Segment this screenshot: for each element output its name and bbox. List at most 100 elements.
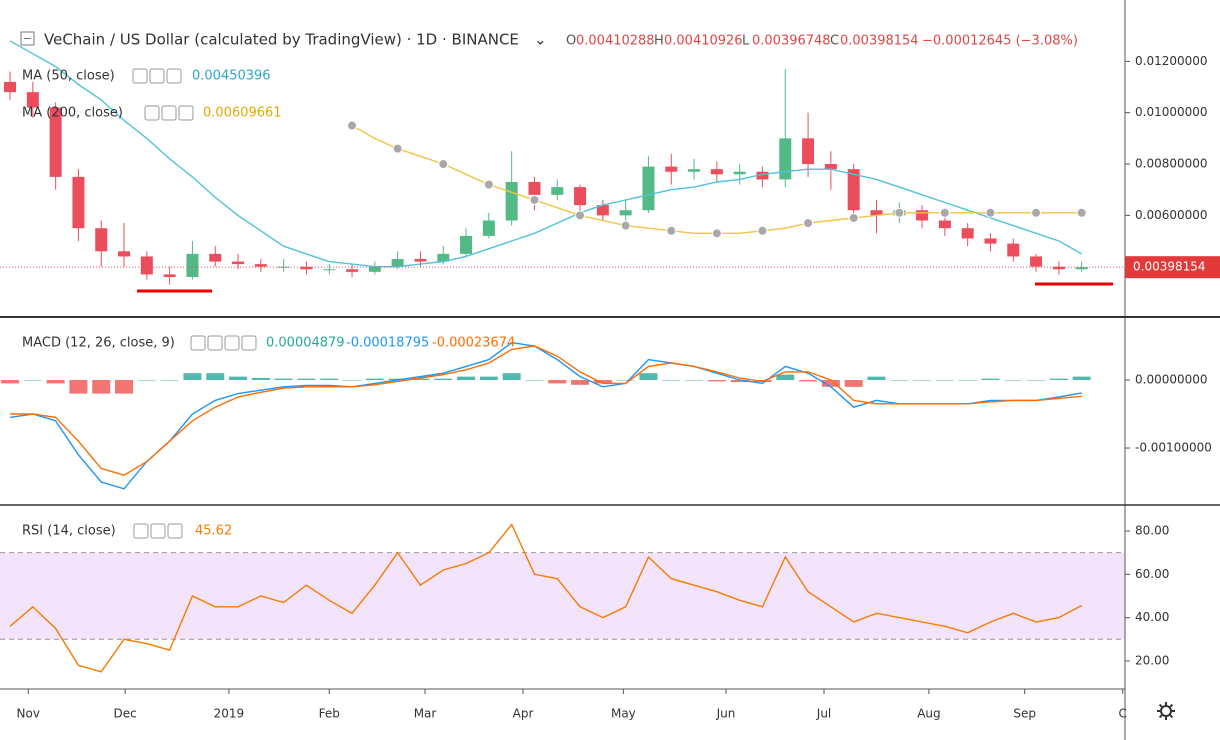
legend-button[interactable] xyxy=(150,523,166,539)
ma-dot xyxy=(894,207,905,218)
histogram-bar xyxy=(844,380,863,387)
histogram-bar xyxy=(411,378,430,381)
histogram-bar xyxy=(799,380,818,382)
ohlc-value: 0.00398154 xyxy=(840,34,919,49)
histogram-bar xyxy=(274,378,293,381)
histogram-bar xyxy=(23,380,42,381)
x-tick-label: Jun xyxy=(716,707,736,721)
x-tick-label: Nov xyxy=(17,707,40,721)
histogram-bar xyxy=(320,378,339,381)
legend-button[interactable] xyxy=(207,335,223,351)
legend-button[interactable] xyxy=(241,335,257,351)
candle-body xyxy=(1075,267,1088,270)
rsi-line xyxy=(9,523,1083,673)
y-tick-label: 60.00 xyxy=(1135,567,1169,581)
y-tick-label: 20.00 xyxy=(1135,653,1169,667)
histogram-bar xyxy=(92,380,111,394)
histogram-bar xyxy=(1049,378,1068,381)
candle-body xyxy=(414,259,427,262)
histogram-bar xyxy=(69,380,88,394)
y-tick-label: 0.01200000 xyxy=(1135,54,1208,68)
candle-body xyxy=(460,235,473,254)
axis-layer: Nov Dec 2019 Feb Mar Apr May Jun Jul Aug Sep C 0.006… xyxy=(17,54,1220,721)
candle-body xyxy=(505,182,518,221)
candle-body xyxy=(596,205,609,216)
candle-body xyxy=(984,238,997,244)
indicator-name[interactable]: RSI (14, close) xyxy=(22,524,116,539)
price-change: −0.00012645 (−3.08%) xyxy=(922,34,1078,49)
x-tick-label: Sep xyxy=(1013,707,1036,721)
legend-button[interactable] xyxy=(190,335,206,351)
candle-body xyxy=(323,269,336,271)
histogram-bar xyxy=(502,373,521,381)
moving-average xyxy=(9,40,1083,268)
histogram-bar xyxy=(1004,380,1023,381)
candle-body xyxy=(665,166,678,172)
y-tick-label: 0.01000000 xyxy=(1135,105,1208,119)
candle-body xyxy=(26,92,39,108)
candle-body xyxy=(186,253,199,277)
legend-button[interactable] xyxy=(161,105,177,121)
histogram-bar xyxy=(707,380,726,382)
indicator-name[interactable]: MA (50, close) xyxy=(22,69,115,84)
histogram-bar xyxy=(548,380,567,384)
candle-body xyxy=(779,138,792,180)
legend-button[interactable] xyxy=(132,68,148,84)
legend-button[interactable] xyxy=(167,523,183,539)
legend-button[interactable] xyxy=(166,68,182,84)
histogram-bar xyxy=(183,373,202,381)
histogram-bar xyxy=(913,380,932,381)
candle-body xyxy=(232,261,245,265)
indicator-value: 0.00450396 xyxy=(192,69,271,84)
histogram-bar xyxy=(1072,376,1091,381)
x-tick-label: Feb xyxy=(319,707,340,721)
candle-body xyxy=(118,251,131,257)
histogram-bar xyxy=(935,380,954,381)
x-tick-label: Mar xyxy=(414,707,437,721)
symbol-title[interactable]: VeChain / US Dollar (calculated by Tradi… xyxy=(44,31,519,49)
histogram-bar xyxy=(571,380,590,385)
ma-dot xyxy=(1076,207,1087,218)
y-tick-label: 40.00 xyxy=(1135,610,1169,624)
legend-button[interactable] xyxy=(144,105,160,121)
last-price-tag xyxy=(1125,256,1220,279)
candle-body xyxy=(368,266,381,272)
histogram-bar xyxy=(343,380,362,381)
x-tick-label: Aug xyxy=(917,707,940,721)
ma-dot xyxy=(939,207,950,218)
ohlc-key: O xyxy=(566,34,576,49)
dropdown-caret[interactable]: ⌄ xyxy=(534,31,547,49)
x-tick-label: Apr xyxy=(513,707,534,721)
x-tick-label: Dec xyxy=(114,707,137,721)
settings-gear[interactable] xyxy=(1157,702,1175,720)
histogram-bar xyxy=(867,376,886,381)
indicator-name[interactable]: MA (200, close) xyxy=(22,106,123,121)
indicator-name[interactable]: MACD (12, 26, close, 9) xyxy=(22,336,175,351)
legend-button[interactable] xyxy=(133,523,149,539)
collapse-icon[interactable] xyxy=(20,31,35,46)
histogram-bar xyxy=(981,378,1000,381)
indicator-value: -0.00018795 xyxy=(346,336,429,351)
legend-button[interactable] xyxy=(224,335,240,351)
candle-body xyxy=(49,107,62,177)
candle-body xyxy=(756,171,769,180)
candle-body xyxy=(209,253,222,262)
histogram-bar xyxy=(137,380,156,381)
ma-dot xyxy=(347,120,358,131)
candle-body xyxy=(254,264,267,267)
ma-dot xyxy=(803,218,814,229)
indicator-value: 45.62 xyxy=(195,524,232,539)
ma-dot xyxy=(1031,207,1042,218)
legend-button[interactable] xyxy=(178,105,194,121)
ma-dot xyxy=(575,210,586,221)
histogram-bar xyxy=(639,373,658,381)
candle-body xyxy=(870,210,883,216)
legend-button[interactable] xyxy=(149,68,165,84)
candle-body xyxy=(733,171,746,175)
candle-body xyxy=(346,269,359,272)
histogram-bar xyxy=(958,380,977,381)
histogram-bar xyxy=(251,377,270,381)
candle-body xyxy=(802,138,815,165)
ma-dot xyxy=(483,179,494,190)
histogram-bar xyxy=(1027,380,1046,381)
